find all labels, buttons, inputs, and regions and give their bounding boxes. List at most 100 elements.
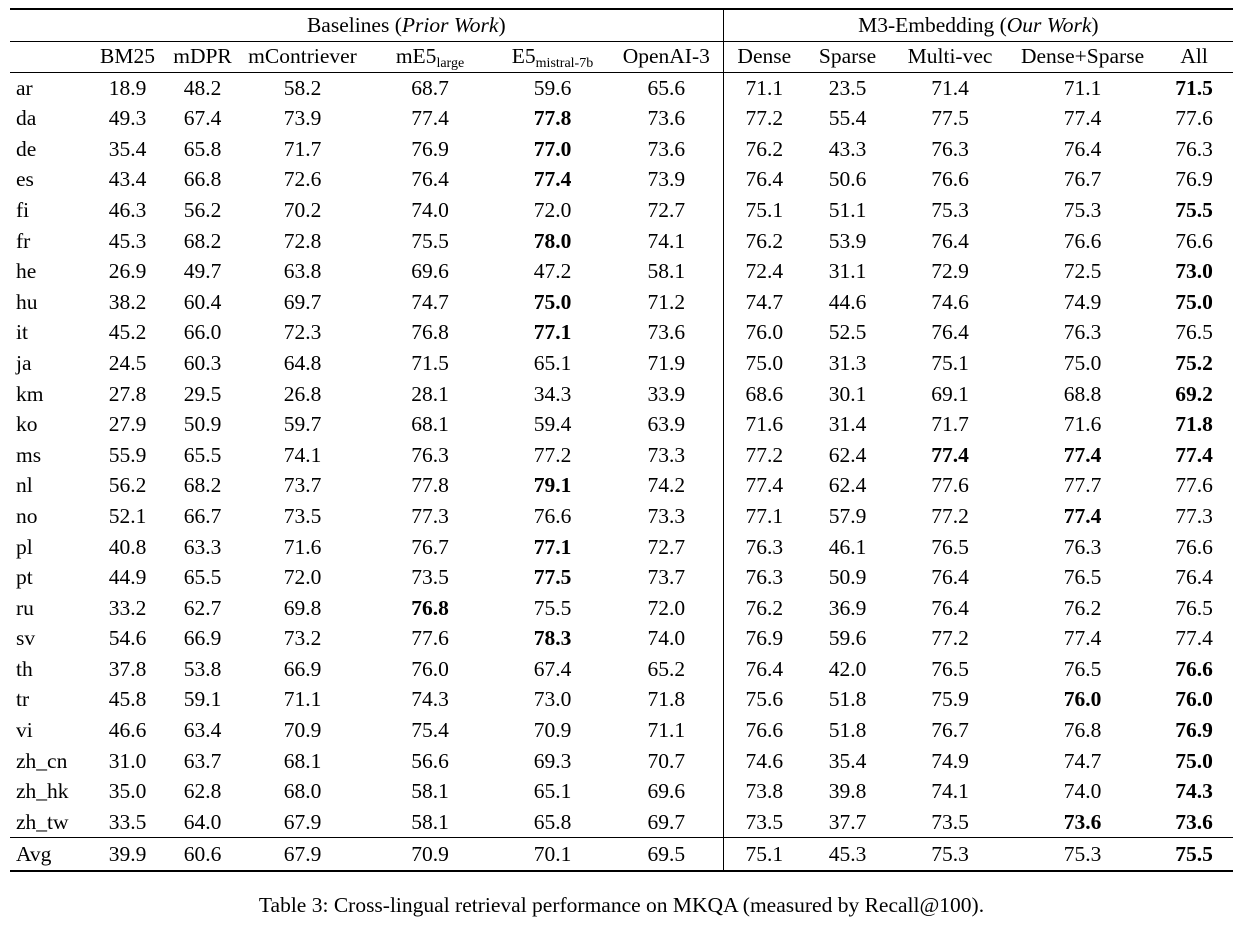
- value-cell: 75.3: [1010, 837, 1156, 872]
- value-cell: 75.0: [1175, 748, 1213, 773]
- value-cell: 57.9: [828, 503, 867, 528]
- value-cell: 77.8: [533, 106, 572, 131]
- value-cell: 77.4: [1175, 626, 1213, 651]
- value-cell: 77.2: [533, 442, 572, 467]
- value-cell: 72.7: [610, 531, 724, 563]
- value-cell: 76.5: [1175, 595, 1213, 620]
- value-cell: 74.1: [610, 225, 724, 257]
- value-cell: 76.4: [931, 595, 969, 620]
- value-cell: 59.7: [283, 412, 322, 437]
- table-row: de 35.4 65.8 71.7 76.9 77.0 73.6 76.2 43.3 76.3 76…: [10, 133, 1233, 165]
- value-cell: 59.1: [183, 687, 222, 712]
- value-cell: 75.3: [890, 837, 1011, 872]
- value-cell: 77.5: [931, 106, 969, 131]
- value-cell: 60.4: [183, 289, 222, 314]
- value-cell: 77.4: [1175, 442, 1213, 467]
- table-row: fr 45.3 68.2 72.8 75.5 78.0 74.1 76.2 53.9 76.4 76…: [10, 225, 1233, 257]
- value-cell: 65.1: [533, 350, 572, 375]
- value-cell: 67.9: [240, 837, 365, 872]
- value-cell: 35.0: [108, 779, 147, 804]
- table-row: ru 33.2 62.7 69.8 76.8 75.5 72.0 76.2 36.9 76.4 76…: [10, 592, 1233, 624]
- value-cell: 77.2: [931, 503, 969, 528]
- value-cell: 74.3: [1175, 779, 1213, 804]
- value-cell: 77.6: [1175, 473, 1213, 498]
- row-label: Avg: [10, 837, 90, 872]
- row-label: zh_hk: [16, 779, 69, 804]
- value-cell: 31.4: [828, 412, 867, 437]
- value-cell: 77.8: [411, 473, 449, 498]
- value-cell: 71.8: [610, 684, 724, 716]
- table-row: fi 46.3 56.2 70.2 74.0 72.0 72.7 75.1 51.1 75.3 75…: [10, 194, 1233, 226]
- value-cell: 76.0: [745, 320, 784, 345]
- group-header-baselines: Baselines (Prior Work): [90, 9, 724, 42]
- value-cell: 73.5: [745, 809, 784, 834]
- table-row: he 26.9 49.7 63.8 69.6 47.2 58.1 72.4 31.1 72.9 72…: [10, 256, 1233, 287]
- value-cell: 54.6: [108, 626, 147, 651]
- value-cell: 76.2: [745, 136, 784, 161]
- row-label: de: [16, 136, 37, 161]
- value-cell: 64.8: [283, 350, 322, 375]
- value-cell: 74.0: [411, 197, 449, 222]
- value-cell: 75.5: [1175, 197, 1213, 222]
- value-cell: 77.4: [745, 473, 784, 498]
- value-cell: 50.9: [828, 565, 867, 590]
- value-cell: 68.0: [283, 779, 322, 804]
- value-cell: 75.0: [1175, 289, 1213, 314]
- value-cell: 67.9: [283, 809, 322, 834]
- value-cell: 72.5: [1063, 259, 1102, 284]
- value-cell: 66.0: [183, 320, 222, 345]
- value-cell: 75.5: [411, 228, 449, 253]
- group-header-m3-embedding: M3-Embedding (Our Work): [723, 9, 1234, 42]
- value-cell: 65.6: [610, 72, 724, 104]
- value-cell: 66.9: [183, 626, 222, 651]
- value-cell: 50.6: [828, 167, 867, 192]
- row-label: no: [16, 503, 38, 528]
- value-cell: 24.5: [108, 350, 147, 375]
- value-cell: 77.1: [745, 503, 784, 528]
- value-cell: 27.9: [108, 412, 147, 437]
- value-cell: 69.7: [283, 289, 322, 314]
- value-cell: 76.2: [745, 228, 784, 253]
- value-cell: 74.6: [931, 289, 969, 314]
- value-cell: 73.6: [610, 103, 724, 134]
- value-cell: 60.6: [165, 837, 240, 872]
- value-cell: 73.0: [1175, 259, 1213, 284]
- value-cell: 59.6: [828, 626, 867, 651]
- value-cell: 71.5: [411, 350, 449, 375]
- value-cell: 76.7: [411, 534, 449, 559]
- row-label: zh_tw: [16, 809, 69, 834]
- value-cell: 53.8: [183, 656, 222, 681]
- value-cell: 66.8: [183, 167, 222, 192]
- value-cell: 75.1: [723, 837, 806, 872]
- value-cell: 77.7: [1063, 473, 1102, 498]
- value-cell: 66.9: [283, 656, 322, 681]
- table-row: es 43.4 66.8 72.6 76.4 77.4 73.9 76.4 50.6 76.6 76…: [10, 164, 1233, 195]
- value-cell: 73.8: [745, 779, 784, 804]
- value-cell: 73.9: [283, 106, 322, 131]
- table-row: zh_tw 33.5 64.0 67.9 58.1 65.8 69.7 73.5 37.7 73.…: [10, 806, 1233, 838]
- value-cell: 69.6: [411, 259, 449, 284]
- value-cell: 68.1: [283, 748, 322, 773]
- value-cell: 27.8: [108, 381, 147, 406]
- table-row: ko 27.9 50.9 59.7 68.1 59.4 63.9 71.6 31.4 71.7 71…: [10, 409, 1233, 440]
- value-cell: 77.4: [1063, 106, 1102, 131]
- value-cell: 73.6: [610, 133, 724, 165]
- value-cell: 37.8: [108, 656, 147, 681]
- row-label: ja: [16, 350, 32, 375]
- value-cell: 76.4: [745, 656, 784, 681]
- value-cell: 72.7: [610, 194, 724, 226]
- value-cell: 76.7: [1063, 167, 1102, 192]
- column-header-row: BM25 mDPR mContriever mE5large E5mistral…: [10, 41, 1234, 73]
- value-cell: 18.9: [108, 75, 147, 100]
- value-cell: 23.5: [828, 75, 867, 100]
- value-cell: 63.7: [183, 748, 222, 773]
- value-cell: 38.2: [108, 289, 147, 314]
- value-cell: 76.5: [1063, 565, 1102, 590]
- value-cell: 76.4: [931, 565, 969, 590]
- row-label: tr: [16, 687, 30, 712]
- value-cell: 46.6: [108, 718, 147, 743]
- value-cell: 75.1: [931, 350, 969, 375]
- col-header-multi-vec: Multi-vec: [890, 41, 1011, 73]
- value-cell: 53.9: [828, 228, 867, 253]
- value-cell: 36.9: [828, 595, 867, 620]
